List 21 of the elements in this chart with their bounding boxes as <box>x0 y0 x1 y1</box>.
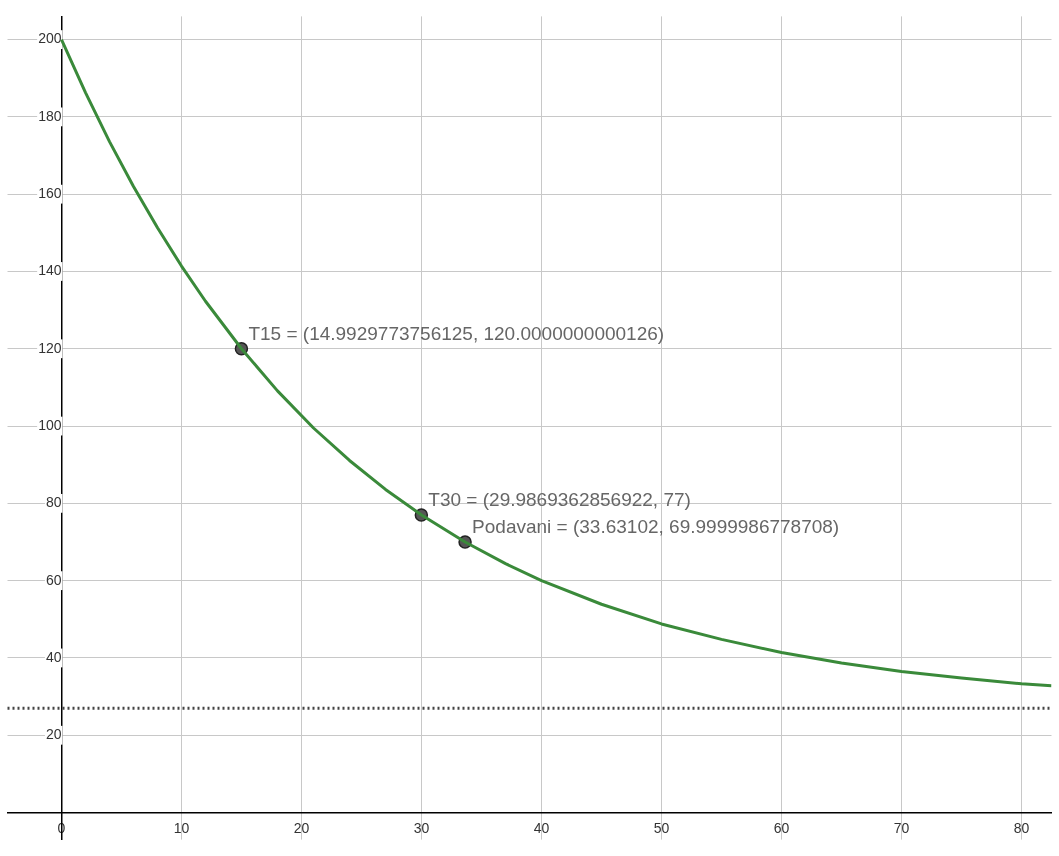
y-tick-label: 160 <box>38 185 62 202</box>
y-tick-label: 140 <box>38 262 62 279</box>
y-tick-label: 60 <box>45 571 62 588</box>
y-tick-label: 80 <box>45 494 62 511</box>
y-tick-label: 180 <box>38 107 62 124</box>
x-tick-label: 80 <box>1013 819 1030 836</box>
x-tick-label: 40 <box>533 819 550 836</box>
x-tick-label: 60 <box>773 819 790 836</box>
x-tick-label: 50 <box>653 819 670 836</box>
x-tick-label: 70 <box>893 819 910 836</box>
x-tick-label: 30 <box>413 819 430 836</box>
annotation: T30 = (29.9869362856922, 77) <box>428 488 691 510</box>
y-tick-label: 120 <box>38 339 62 356</box>
x-tick-label: 10 <box>173 819 190 836</box>
y-tick-label: 40 <box>45 648 62 665</box>
annotation: T15 = (14.9929773756125, 120.0000000000126) <box>248 322 665 344</box>
y-tick-label: 200 <box>38 30 62 47</box>
y-tick-label: 100 <box>38 416 62 433</box>
x-tick-label: 20 <box>293 819 310 836</box>
annotation: Podavani = (33.63102, 69.9999986778708) <box>472 515 840 537</box>
y-tick-label: 20 <box>45 726 62 743</box>
